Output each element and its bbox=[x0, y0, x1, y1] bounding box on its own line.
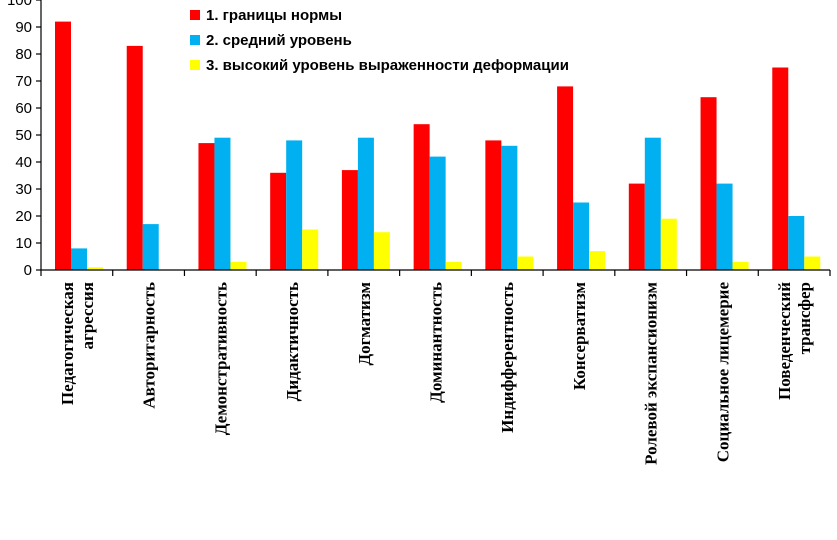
bar-s3-c10 bbox=[732, 261, 749, 270]
legend-label: 1. границы нормы bbox=[206, 7, 342, 24]
bar-s3-c6 bbox=[445, 261, 462, 270]
x-tick-label-line: Социальное лицемерие bbox=[713, 282, 732, 463]
y-tick-label: 0 bbox=[24, 262, 32, 279]
bar-s1-c9 bbox=[628, 183, 645, 270]
legend-swatch bbox=[190, 35, 200, 45]
bar-s3-c7 bbox=[517, 256, 534, 270]
bar-s2-c9 bbox=[644, 137, 661, 270]
x-tick-label-line: Поведенческий bbox=[775, 282, 794, 400]
bar-s2-c11 bbox=[788, 216, 805, 270]
x-tick-label-line: агрессия bbox=[78, 282, 97, 350]
y-tick-label: 100 bbox=[7, 0, 32, 9]
bar-s1-c2 bbox=[126, 45, 143, 271]
bar-s1-c5 bbox=[341, 170, 358, 270]
bar-s2-c6 bbox=[429, 156, 446, 270]
bar-s3-c11 bbox=[804, 256, 821, 270]
bar-s1-c1 bbox=[55, 21, 71, 270]
x-axis: Педагогическая агрессия Авторитарность Демо… bbox=[40, 269, 831, 465]
x-tick-label: Социальное лицемерие bbox=[713, 282, 732, 463]
legend-swatch bbox=[190, 60, 200, 70]
legend: 1. границы нормы 2. средний уровень 3. выс… bbox=[190, 7, 569, 74]
y-tick-label: 60 bbox=[15, 100, 32, 117]
x-tick-label: Авторитарность bbox=[140, 282, 159, 409]
x-tick-label-line: Ролевой экспансионизм bbox=[642, 282, 661, 465]
bar-s3-c3 bbox=[230, 261, 247, 270]
bar-s1-c6 bbox=[413, 124, 430, 270]
bar-s2-c10 bbox=[716, 183, 733, 270]
bar-s1-c4 bbox=[270, 172, 287, 270]
bar-s2-c4 bbox=[286, 140, 303, 270]
bar-s3-c8 bbox=[589, 251, 606, 270]
bar-s3-c9 bbox=[660, 218, 677, 270]
x-tick-label-line: Индифферентность bbox=[498, 282, 517, 433]
x-tick-label-line: Доминантность bbox=[427, 282, 446, 403]
bar-s2-c3 bbox=[214, 137, 231, 270]
bar-s3-c4 bbox=[302, 229, 319, 270]
legend-swatch bbox=[190, 10, 200, 20]
y-tick-label: 50 bbox=[15, 127, 32, 144]
y-axis: 0 10 20 30 40 50 60 70 80 90 100 bbox=[7, 0, 42, 279]
y-tick-label: 30 bbox=[15, 181, 32, 198]
bar-s1-c7 bbox=[485, 140, 502, 270]
x-tick-label-line: Консерватизм bbox=[570, 282, 589, 391]
plot-area bbox=[55, 21, 821, 271]
x-tick-label-line: Педагогическая bbox=[58, 282, 77, 405]
bar-s1-c11 bbox=[772, 67, 789, 270]
x-tick-label: Индифферентность bbox=[498, 282, 517, 433]
x-tick-label: Догматизм bbox=[355, 282, 374, 366]
x-tick-label-line: Дидактичность bbox=[283, 282, 302, 401]
x-tick-label-line: Догматизм bbox=[355, 282, 374, 366]
x-tick-label: Педагогическая агрессия bbox=[58, 282, 97, 405]
x-tick-label: Демонстративность bbox=[211, 282, 230, 435]
x-tick-label: Ролевой экспансионизм bbox=[642, 282, 661, 465]
bar-s1-c3 bbox=[198, 143, 215, 270]
bar-s3-c1 bbox=[87, 267, 103, 270]
bar-s2-c2 bbox=[142, 224, 159, 270]
bar-s2-c5 bbox=[357, 137, 374, 270]
y-tick-label: 80 bbox=[15, 46, 32, 63]
legend-label: 2. средний уровень bbox=[206, 32, 352, 49]
x-tick-label: Доминантность bbox=[427, 282, 446, 403]
x-tick-label: Дидактичность bbox=[283, 282, 302, 401]
bar-s1-c10 bbox=[700, 97, 717, 270]
y-tick-label: 10 bbox=[15, 235, 32, 252]
bar-s3-c5 bbox=[373, 232, 390, 270]
y-tick-label: 20 bbox=[15, 208, 32, 225]
bar-s2-c1 bbox=[71, 248, 87, 270]
x-tick-label: Поведенческий трансфер bbox=[775, 282, 814, 400]
y-tick-label: 90 bbox=[15, 19, 32, 36]
bar-s2-c8 bbox=[573, 202, 590, 270]
bar-s1-c8 bbox=[557, 86, 574, 271]
legend-label: 3. высокий уровень выраженности деформац… bbox=[206, 57, 569, 74]
y-tick-label: 40 bbox=[15, 154, 32, 171]
bar-s2-c7 bbox=[501, 145, 518, 270]
x-tick-label-line: Авторитарность bbox=[140, 282, 159, 409]
x-tick-label: Консерватизм bbox=[570, 282, 589, 391]
x-tick-label-line: трансфер bbox=[795, 282, 814, 354]
x-tick-label-line: Демонстративность bbox=[211, 282, 230, 435]
y-tick-label: 70 bbox=[15, 73, 32, 90]
